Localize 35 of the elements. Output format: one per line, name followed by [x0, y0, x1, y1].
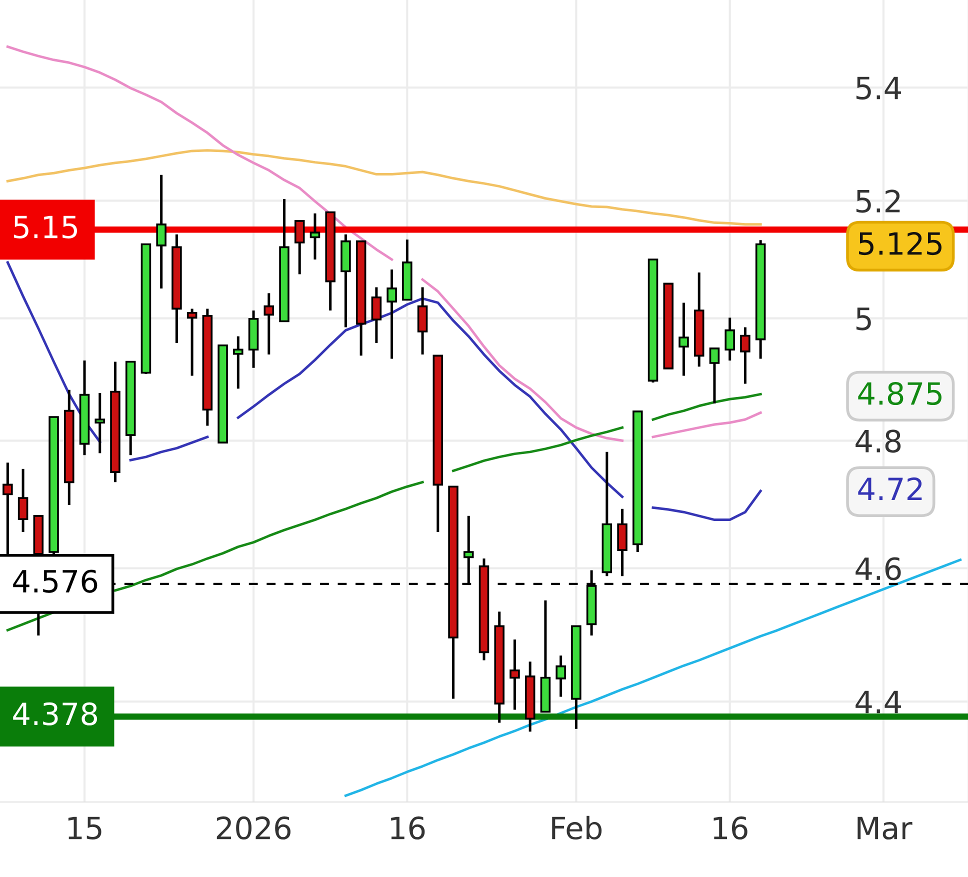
y-tick-label: 5.4 — [856, 76, 901, 100]
candlestick — [18, 468, 28, 534]
candlestick — [156, 174, 166, 290]
x-tick-label: Feb — [552, 816, 602, 840]
ref-line-label: 4.576 — [13, 570, 98, 593]
candlestick — [310, 212, 320, 261]
ref-line-label: 4.378 — [13, 702, 97, 726]
annotation: 5.125 — [859, 232, 942, 256]
candlestick — [186, 307, 198, 378]
candlestick — [264, 292, 274, 356]
y-tick-label: 5 — [856, 308, 871, 330]
candlestick — [371, 286, 382, 344]
candlestick — [233, 335, 244, 390]
x-tick-label: Mar — [858, 816, 912, 840]
annotation: 4.875 — [858, 382, 942, 406]
y-tick-label: 4.6 — [856, 557, 901, 580]
x-tick-label: 15 — [68, 816, 102, 840]
ref-line-label: 5.15 — [14, 216, 77, 239]
candlestick — [724, 316, 735, 362]
candlestick — [510, 638, 520, 711]
candlestick — [709, 347, 720, 405]
candlestick — [556, 654, 566, 698]
candlestick — [94, 392, 106, 454]
candlestick — [294, 220, 305, 276]
candlestick — [678, 301, 689, 378]
y-tick-label: 4.8 — [856, 430, 901, 453]
line-series — [344, 558, 962, 797]
x-tick-label: 16 — [391, 816, 425, 840]
y-tick-label: 4.4 — [856, 690, 901, 714]
candlestick — [740, 326, 750, 385]
x-tick-label: 16 — [714, 816, 748, 840]
y-tick-label: 5.2 — [856, 190, 900, 213]
x-tick-label: 2026 — [216, 816, 290, 840]
candlestick — [386, 268, 397, 360]
annotation: 4.72 — [858, 477, 922, 500]
